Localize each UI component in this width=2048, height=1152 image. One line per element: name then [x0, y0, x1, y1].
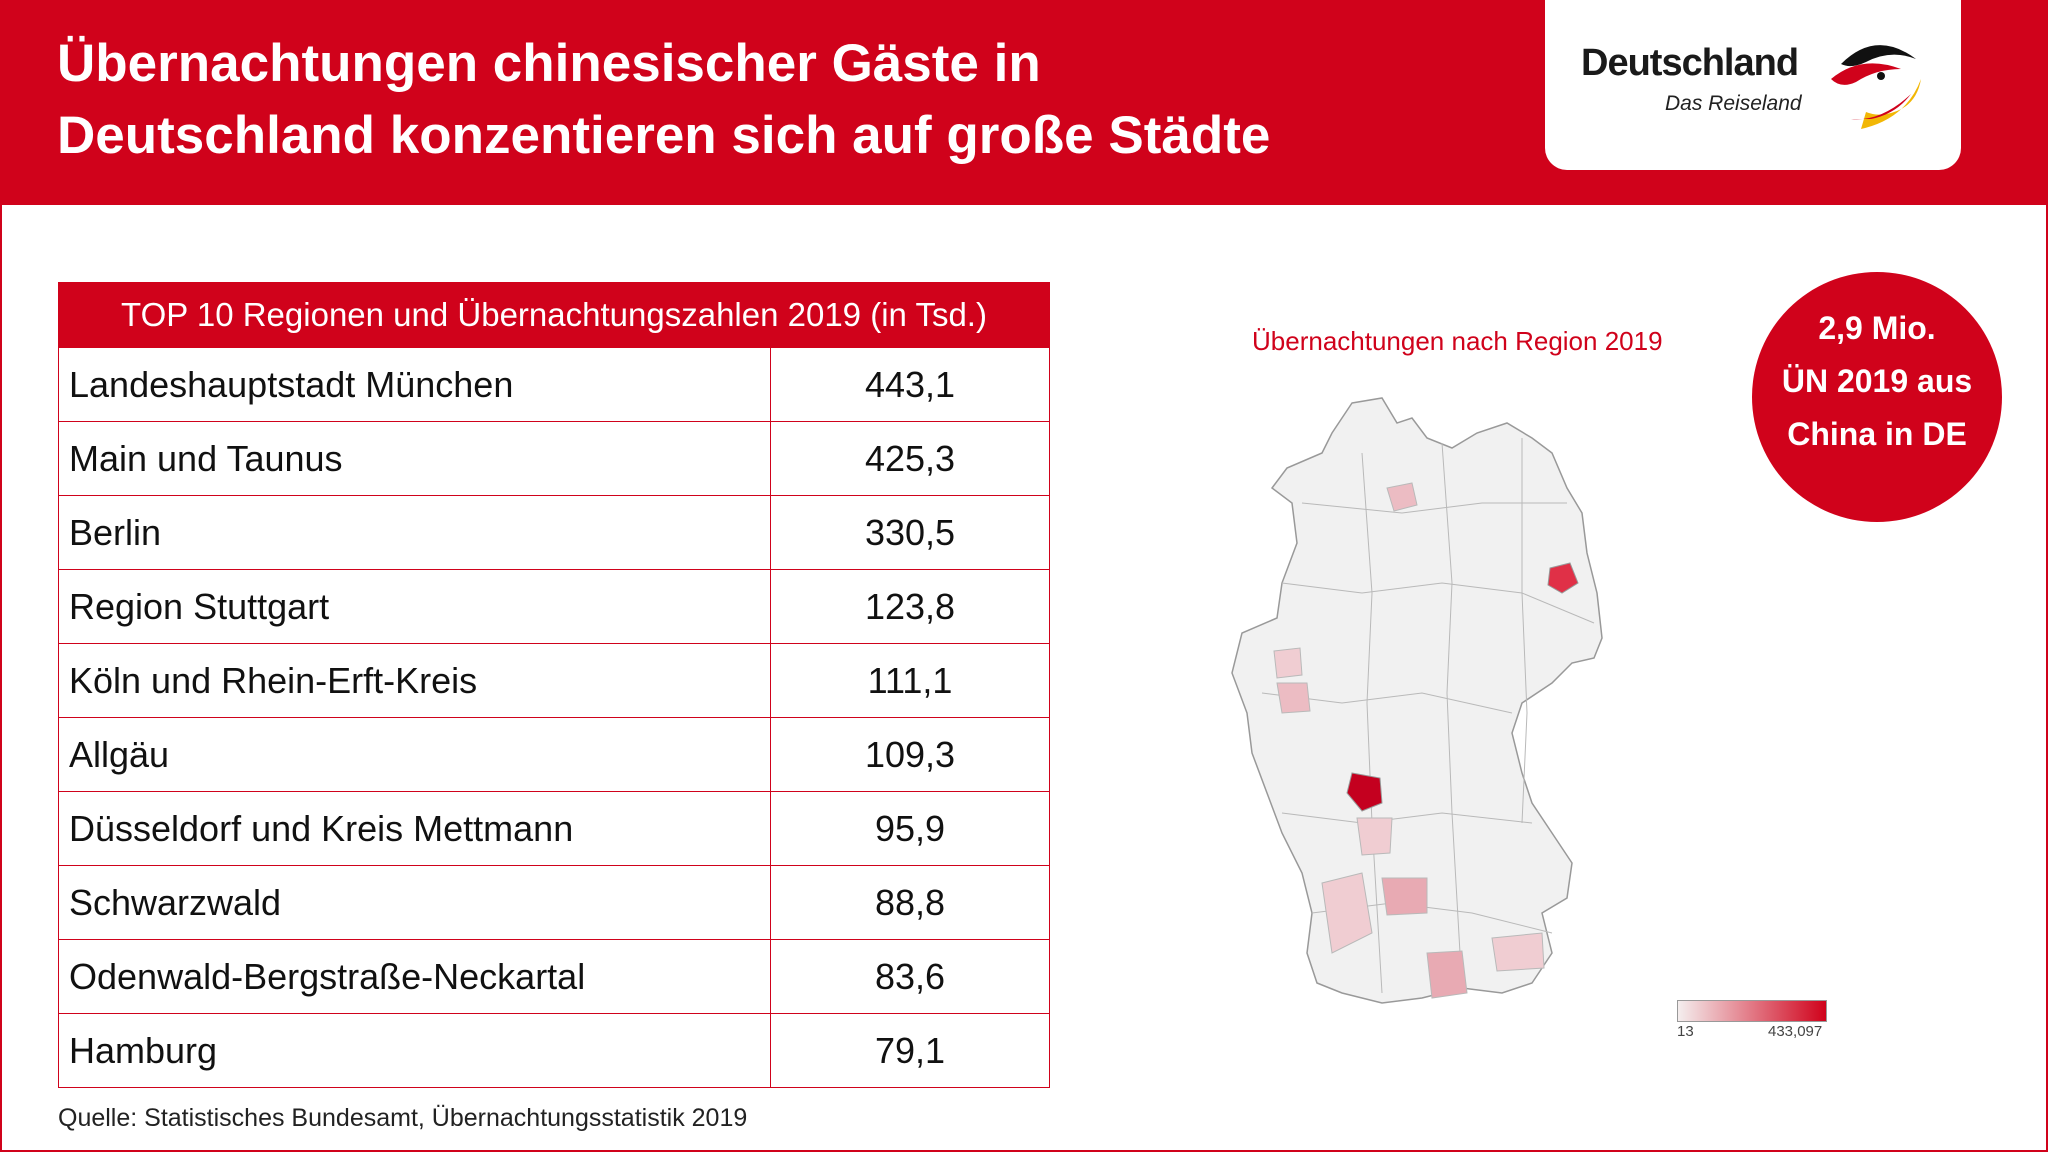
region-name: Landeshauptstadt München	[58, 347, 771, 422]
logo-tagline: Das Reiseland	[1665, 92, 1802, 115]
title-line-1: Übernachtungen chinesischer Gäste in	[57, 34, 1041, 93]
region-value: 88,8	[770, 865, 1050, 940]
callout-line-1: 2,9 Mio.	[1818, 310, 1936, 346]
region-value: 111,1	[770, 643, 1050, 718]
region-duesseldorf	[1273, 647, 1303, 679]
table-row: Allgäu 109,3	[58, 717, 1050, 792]
legend-min-label: 13	[1677, 1023, 1694, 1040]
source-note: Quelle: Statistisches Bundesamt, Übernac…	[58, 1104, 748, 1132]
region-value: 95,9	[770, 791, 1050, 866]
region-koeln	[1276, 682, 1311, 714]
table-row: Main und Taunus 425,3	[58, 421, 1050, 496]
region-boundaries	[1261, 438, 1595, 994]
callout-line-3: China in DE	[1787, 416, 1967, 452]
callout-line-2: ÜN 2019 aus	[1781, 363, 1973, 399]
map-title: Übernachtungen nach Region 2019	[1252, 326, 1663, 356]
table-row: Schwarzwald 88,8	[58, 865, 1050, 940]
region-name: Berlin	[58, 495, 771, 570]
region-hamburg	[1386, 482, 1418, 512]
region-name: Hamburg	[58, 1013, 771, 1088]
top10-table: TOP 10 Regionen und Übernachtungszahlen …	[58, 282, 1050, 1088]
region-name: Region Stuttgart	[58, 569, 771, 644]
region-name: Odenwald-Bergstraße-Neckartal	[58, 939, 771, 1014]
region-name: Schwarzwald	[58, 865, 771, 940]
table-row: Region Stuttgart 123,8	[58, 569, 1050, 644]
eagle-logo-icon	[1831, 45, 1921, 129]
title-line-2: Deutschland konzentieren sich auf große …	[57, 106, 1271, 165]
table-row: Düsseldorf und Kreis Mettmann 95,9	[58, 791, 1050, 866]
region-oberbayern	[1491, 932, 1545, 972]
table-row: Berlin 330,5	[58, 495, 1050, 570]
region-value: 443,1	[770, 347, 1050, 422]
region-name: Allgäu	[58, 717, 771, 792]
legend-max-label: 433,097	[1768, 1023, 1823, 1040]
logo-card: Deutschland Das Reiseland	[1545, 0, 1961, 170]
logo-wordmark: Deutschland	[1581, 42, 1799, 84]
region-name: Düsseldorf und Kreis Mettmann	[58, 791, 771, 866]
header-banner: Übernachtungen chinesischer Gäste in Deu…	[0, 0, 2048, 205]
content-area: TOP 10 Regionen und Übernachtungszahlen …	[2, 205, 2046, 1150]
region-name: Köln und Rhein-Erft-Kreis	[58, 643, 771, 718]
region-main-taunus	[1346, 772, 1383, 812]
region-stuttgart	[1381, 877, 1428, 916]
table-row: Odenwald-Bergstraße-Neckartal 83,6	[58, 939, 1050, 1014]
map-legend-gradient	[1677, 1000, 1827, 1022]
region-value: 109,3	[770, 717, 1050, 792]
region-name: Main und Taunus	[58, 421, 771, 496]
region-berlin	[1547, 562, 1579, 594]
region-odenwald	[1356, 817, 1393, 856]
table-heading: TOP 10 Regionen und Übernachtungszahlen …	[58, 282, 1050, 348]
region-value: 123,8	[770, 569, 1050, 644]
page-title: Übernachtungen chinesischer Gäste in Deu…	[57, 28, 1270, 172]
germany-region-map	[1231, 397, 1603, 1004]
table-row: Hamburg 79,1	[58, 1013, 1050, 1088]
table-row: Köln und Rhein-Erft-Kreis 111,1	[58, 643, 1050, 718]
callout-badge: 2,9 Mio. ÜN 2019 aus China in DE	[1752, 272, 2002, 522]
region-value: 83,6	[770, 939, 1050, 1014]
table-row: Landeshauptstadt München 443,1	[58, 347, 1050, 422]
region-value: 79,1	[770, 1013, 1050, 1088]
region-schwarzwald	[1321, 872, 1373, 954]
region-value: 425,3	[770, 421, 1050, 496]
region-value: 330,5	[770, 495, 1050, 570]
germany-outline	[1231, 397, 1603, 1004]
region-allgaeu	[1426, 950, 1468, 999]
